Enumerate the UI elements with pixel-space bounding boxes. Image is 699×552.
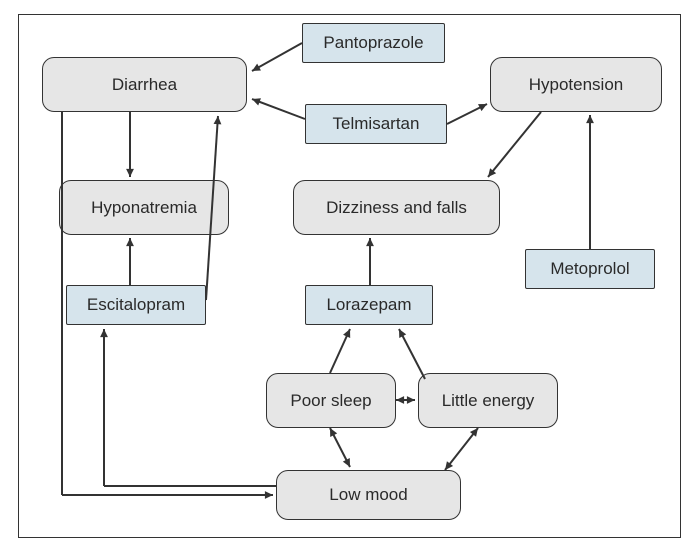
- diagram-canvas: Diarrhea Hypotension Pantoprazole Telmis…: [0, 0, 699, 552]
- node-telmisartan: Telmisartan: [305, 104, 447, 144]
- node-diarrhea: Diarrhea: [42, 57, 247, 112]
- node-escitalopram: Escitalopram: [66, 285, 206, 325]
- node-lorazepam: Lorazepam: [305, 285, 433, 325]
- node-dizziness: Dizziness and falls: [293, 180, 500, 235]
- node-hypotension: Hypotension: [490, 57, 662, 112]
- node-littleenergy: Little energy: [418, 373, 558, 428]
- node-metoprolol: Metoprolol: [525, 249, 655, 289]
- node-poorsleep: Poor sleep: [266, 373, 396, 428]
- node-lowmood: Low mood: [276, 470, 461, 520]
- node-pantoprazole: Pantoprazole: [302, 23, 445, 63]
- node-hyponatremia: Hyponatremia: [59, 180, 229, 235]
